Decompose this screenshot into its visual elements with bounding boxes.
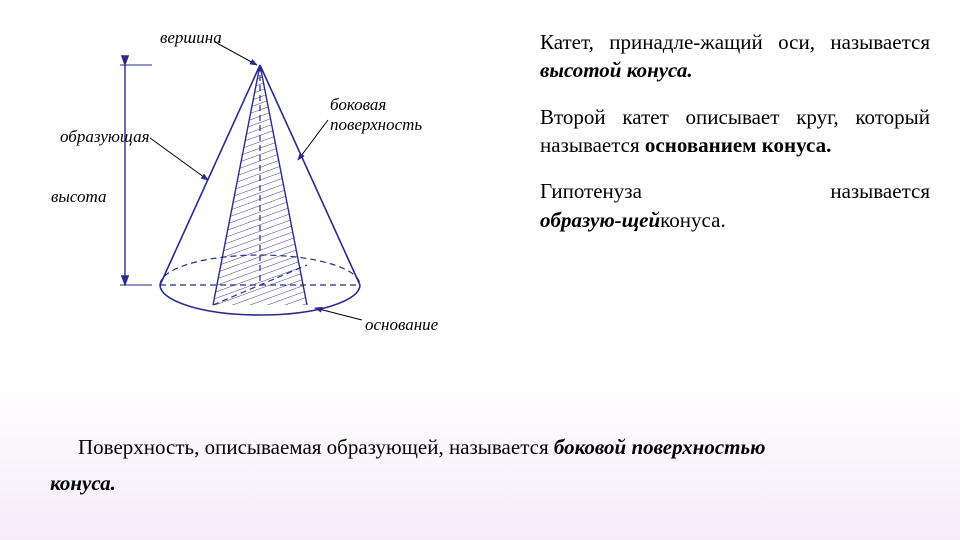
bottom-term: боковой поверхностью (554, 435, 766, 459)
label-vertex: вершина (160, 28, 222, 48)
bottom-text-a: Поверхность, описываемая образующей, наз… (78, 435, 554, 459)
p1-term: высотой конуса. (540, 58, 693, 82)
cone-diagram: вершина образующая высота боковая поверх… (50, 20, 500, 370)
para-generatrix: Гипотенуза называется образую-щейконуса. (540, 177, 930, 234)
para-base: Второй катет описывает круг, который наз… (540, 103, 930, 160)
p3-tail: конуса. (660, 208, 726, 232)
p2-term: основанием конуса. (645, 133, 831, 157)
label-base: основание (365, 315, 438, 335)
label-height: высота (51, 187, 107, 207)
bottom-definition: Поверхность, описываемая образующей, наз… (50, 430, 920, 501)
para-height: Катет, принадле-жащий оси, называется вы… (540, 28, 930, 85)
label-generatrix: образующая (60, 127, 150, 147)
p3-term: образую-щей (540, 208, 660, 232)
bottom-tail: конуса. (50, 471, 116, 495)
p1-text: Катет, принадле-жащий оси, называется (540, 30, 930, 54)
definition-text: Катет, принадле-жащий оси, называется вы… (540, 28, 930, 252)
label-lateral-surface: боковая поверхность (330, 95, 422, 135)
p3-text: Гипотенуза называется (540, 179, 930, 203)
